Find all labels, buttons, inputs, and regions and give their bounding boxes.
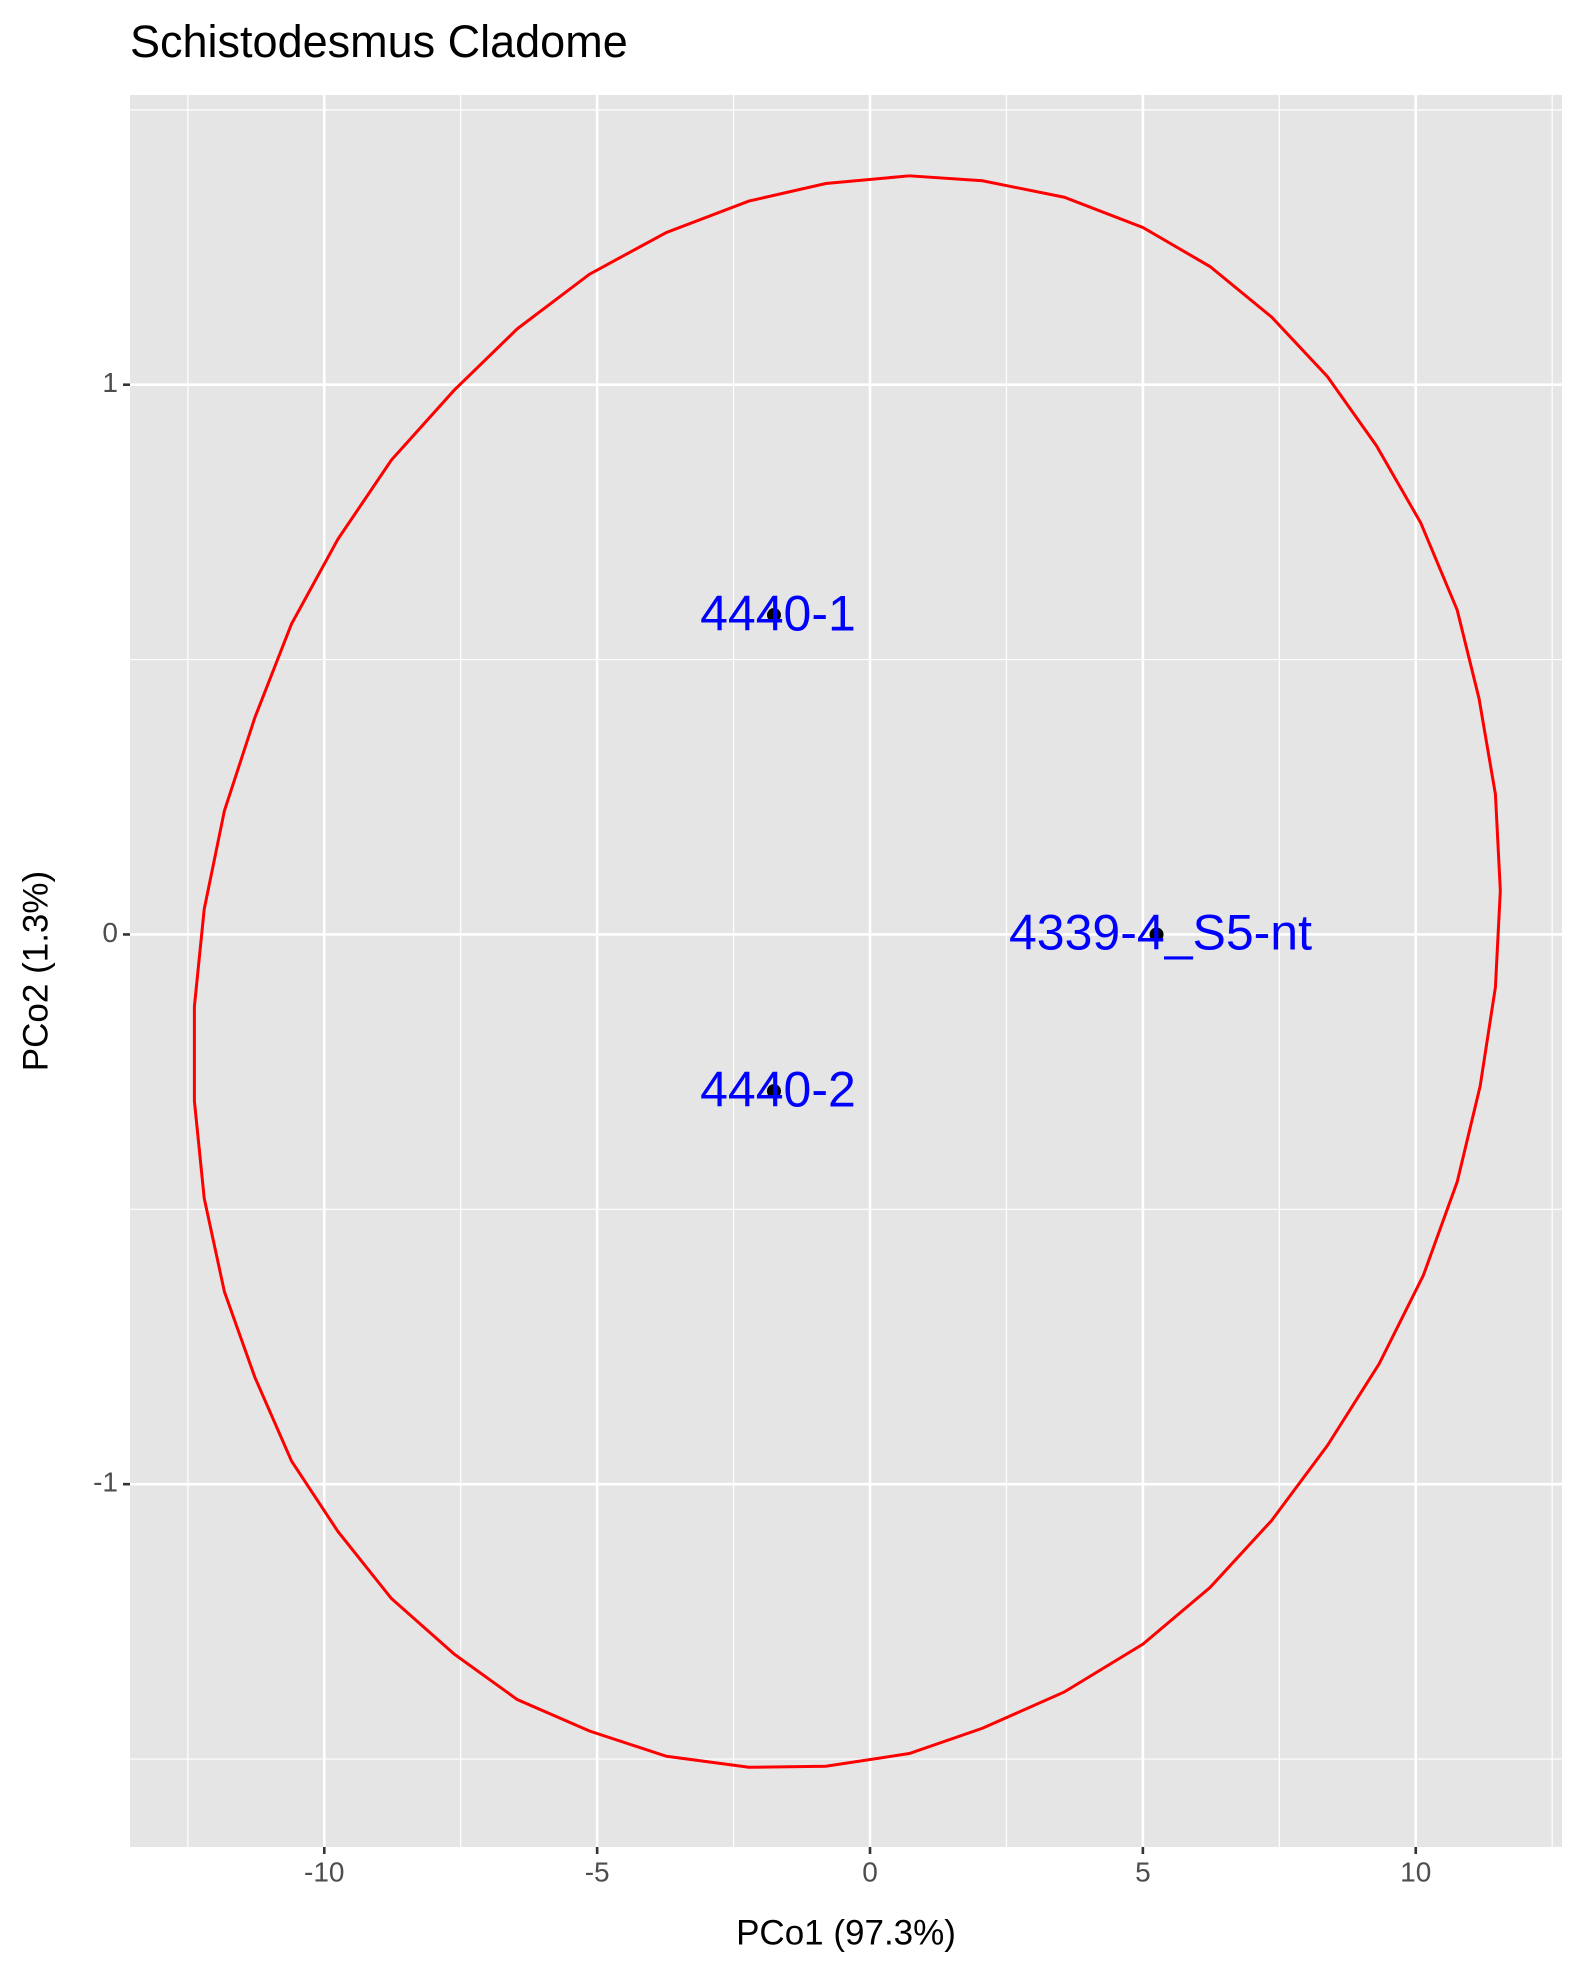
x-tick-label: -5	[585, 1856, 610, 1887]
x-tick-label: -10	[304, 1856, 344, 1887]
point-label: 4440-1	[700, 585, 856, 641]
y-tick-label: -1	[93, 1467, 118, 1498]
x-axis-label: PCo1 (97.3%)	[736, 1913, 956, 1952]
x-tick-label: 5	[1135, 1856, 1151, 1887]
point	[766, 1084, 781, 1099]
point	[766, 608, 781, 623]
point-label: 4440-2	[700, 1061, 856, 1117]
y-tick-label: 0	[102, 917, 118, 948]
point	[1149, 927, 1164, 942]
x-tick-label: 0	[862, 1856, 878, 1887]
y-axis-label: PCo2 (1.3%)	[16, 871, 55, 1071]
point-label: 4339-4_S5-nt	[1009, 905, 1312, 961]
x-tick-label: 10	[1400, 1856, 1431, 1887]
y-tick-label: 1	[102, 367, 118, 398]
chart-title: Schistodesmus Cladome	[130, 16, 628, 67]
panel	[130, 95, 1562, 1847]
ellipse	[192, 174, 1502, 1769]
